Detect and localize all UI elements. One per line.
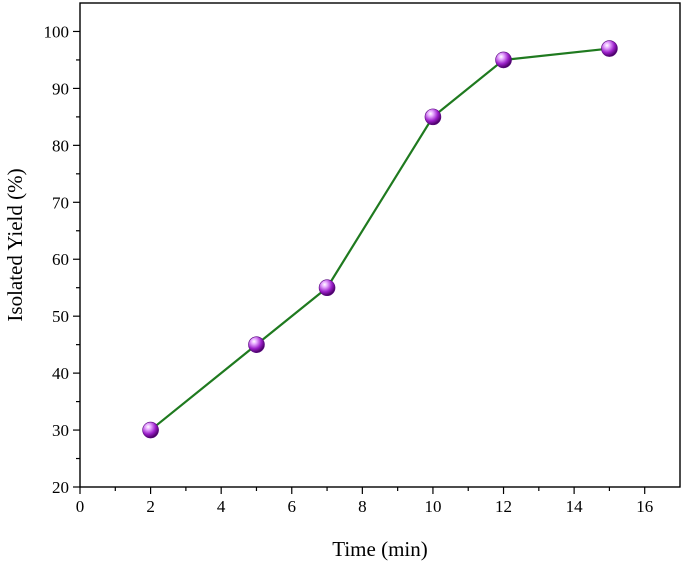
y-tick-label: 100 [44, 22, 70, 41]
x-tick-label: 6 [288, 497, 297, 516]
series-layer [142, 40, 618, 439]
y-tick-label: 60 [52, 250, 69, 269]
data-point [424, 108, 442, 126]
data-point [318, 279, 336, 297]
data-point [142, 421, 159, 439]
y-tick-label: 70 [52, 193, 69, 212]
y-tick-label: 30 [52, 421, 69, 440]
y-tick-label: 20 [52, 478, 69, 497]
y-tick-label: 90 [52, 79, 69, 98]
y-tick-label: 40 [52, 364, 69, 383]
y-axis: 20 30 40 50 60 70 80 90 100 [44, 22, 80, 497]
y-tick-label: 50 [52, 307, 69, 326]
x-axis: 0 2 4 6 8 10 12 14 16 [76, 487, 653, 516]
series-line [149, 47, 610, 431]
x-tick-label: 16 [636, 497, 653, 516]
y-axis-title: Isolated Yield (%) [3, 168, 27, 321]
data-point [601, 40, 618, 57]
x-tick-label: 12 [495, 497, 512, 516]
plot-frame [79, 2, 681, 488]
x-tick-label: 4 [217, 497, 226, 516]
x-tick-label: 8 [358, 497, 367, 516]
data-point [248, 336, 265, 353]
x-tick-label: 14 [566, 497, 584, 516]
x-tick-label: 2 [146, 497, 155, 516]
x-axis-title: Time (min) [332, 537, 427, 561]
x-tick-label: 0 [76, 497, 85, 516]
x-tick-label: 10 [424, 497, 441, 516]
y-tick-label: 80 [52, 136, 69, 155]
data-point [495, 51, 512, 69]
